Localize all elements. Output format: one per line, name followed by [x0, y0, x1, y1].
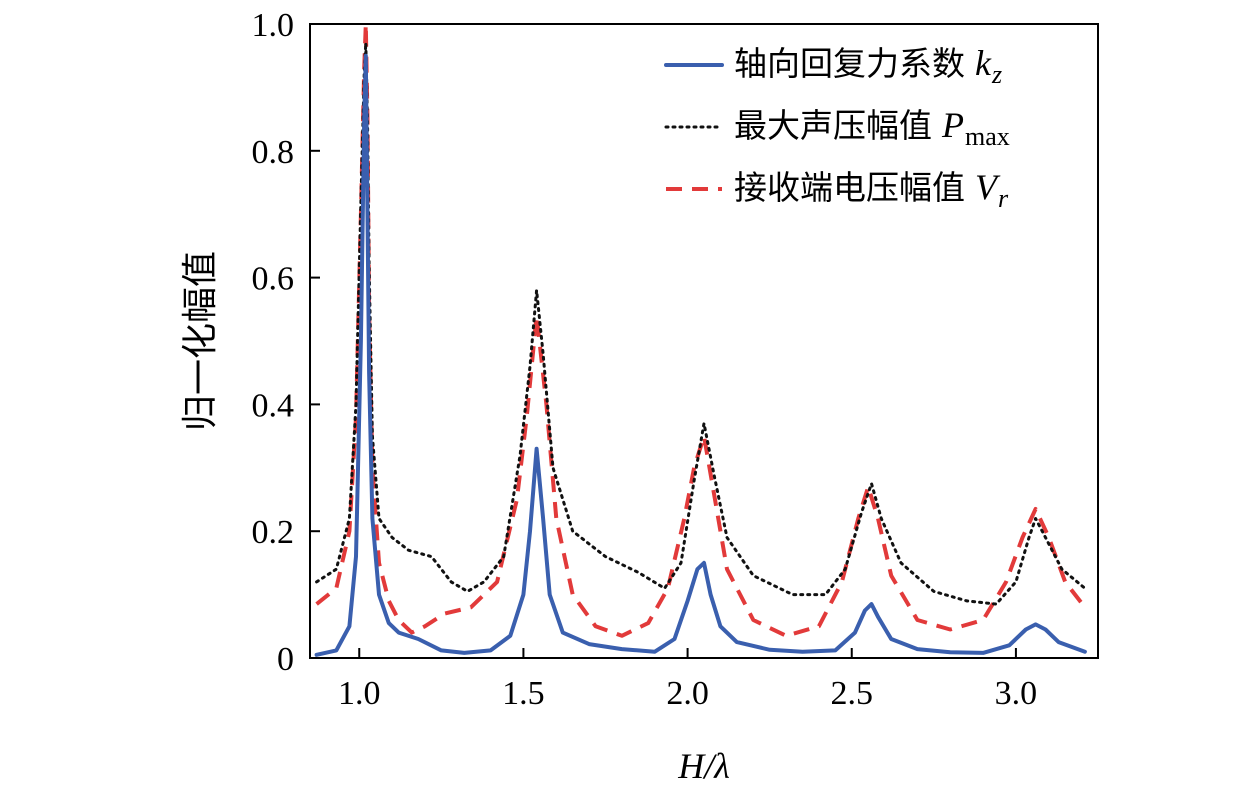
legend-label: 最大声压幅值 [734, 106, 932, 145]
series-layer [314, 22, 1087, 657]
x-tick-label: 2.5 [831, 675, 874, 712]
x-tick-label: 3.0 [995, 675, 1038, 712]
legend-subscript: max [965, 122, 1010, 151]
y-tick-label: 0 [277, 641, 294, 678]
y-tick-label: 0.6 [252, 261, 295, 298]
y-tick-label: 0.8 [252, 134, 295, 171]
legend-symbol: k [975, 43, 992, 83]
x-tick-label: 1.0 [338, 675, 381, 712]
y-axis: 0 0.2 0.4 0.6 0.8 1.0 [252, 7, 320, 678]
y-tick-label: 1.0 [252, 7, 295, 44]
legend-label: 轴向回复力系数 [734, 44, 965, 83]
plot-frame [309, 23, 1099, 659]
x-axis: 1.0 1.5 2.0 2.5 3.0 [338, 648, 1037, 712]
y-tick-label: 0.2 [252, 514, 295, 551]
series-line-2 [315, 41, 1087, 606]
series-line-1 [314, 53, 1087, 657]
legend-subscript: z [991, 60, 1002, 89]
x-axis-label: H/λ [677, 746, 730, 786]
series-line-3 [315, 22, 1087, 638]
x-tick-label: 1.5 [502, 675, 545, 712]
y-axis-label: 归一化幅值 [180, 251, 220, 431]
x-tick-label: 2.0 [666, 675, 709, 712]
legend-symbol: P [941, 105, 964, 145]
legend-label: 接收端电压幅值 [734, 168, 965, 207]
legend-symbol: V [975, 167, 1001, 207]
legend-subscript: r [998, 184, 1009, 213]
y-tick-label: 0.4 [252, 387, 295, 424]
